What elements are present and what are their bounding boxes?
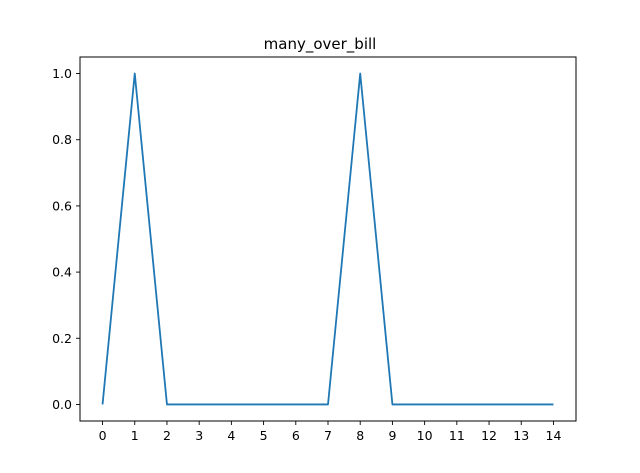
y-tick-label: 0.0: [52, 397, 72, 412]
chart-title: many_over_bill: [264, 35, 377, 54]
y-tick-label: 0.6: [52, 198, 72, 213]
x-axis-ticks: 0 1 2 3 4 5 6 7 8 9 10 11 12 13 14: [99, 421, 562, 443]
x-tick-label: 2: [163, 428, 171, 443]
x-tick-label: 11: [449, 428, 465, 443]
y-tick-label: 1.0: [52, 66, 72, 81]
x-tick-label: 5: [260, 428, 268, 443]
x-tick-label: 4: [227, 428, 235, 443]
plot-area-frame: [79, 56, 577, 422]
x-tick-label: 14: [546, 428, 562, 443]
x-tick-label: 6: [292, 428, 300, 443]
y-tick-label: 0.4: [52, 265, 72, 280]
x-tick-label: 13: [513, 428, 529, 443]
x-tick-label: 3: [195, 428, 203, 443]
series-line: [101, 72, 554, 406]
x-tick-label: 0: [99, 428, 107, 443]
x-tick-label: 1: [131, 428, 139, 443]
y-axis-ticks: 0.0 0.2 0.4 0.6 0.8 1.0: [52, 66, 80, 412]
y-tick-label: 0.8: [52, 132, 72, 147]
x-tick-label: 12: [481, 428, 497, 443]
y-tick-label: 0.2: [52, 331, 72, 346]
x-tick-label: 8: [356, 428, 364, 443]
x-tick-label: 9: [388, 428, 396, 443]
x-tick-label: 7: [324, 428, 332, 443]
x-tick-label: 10: [417, 428, 433, 443]
series-layer: [101, 72, 554, 406]
